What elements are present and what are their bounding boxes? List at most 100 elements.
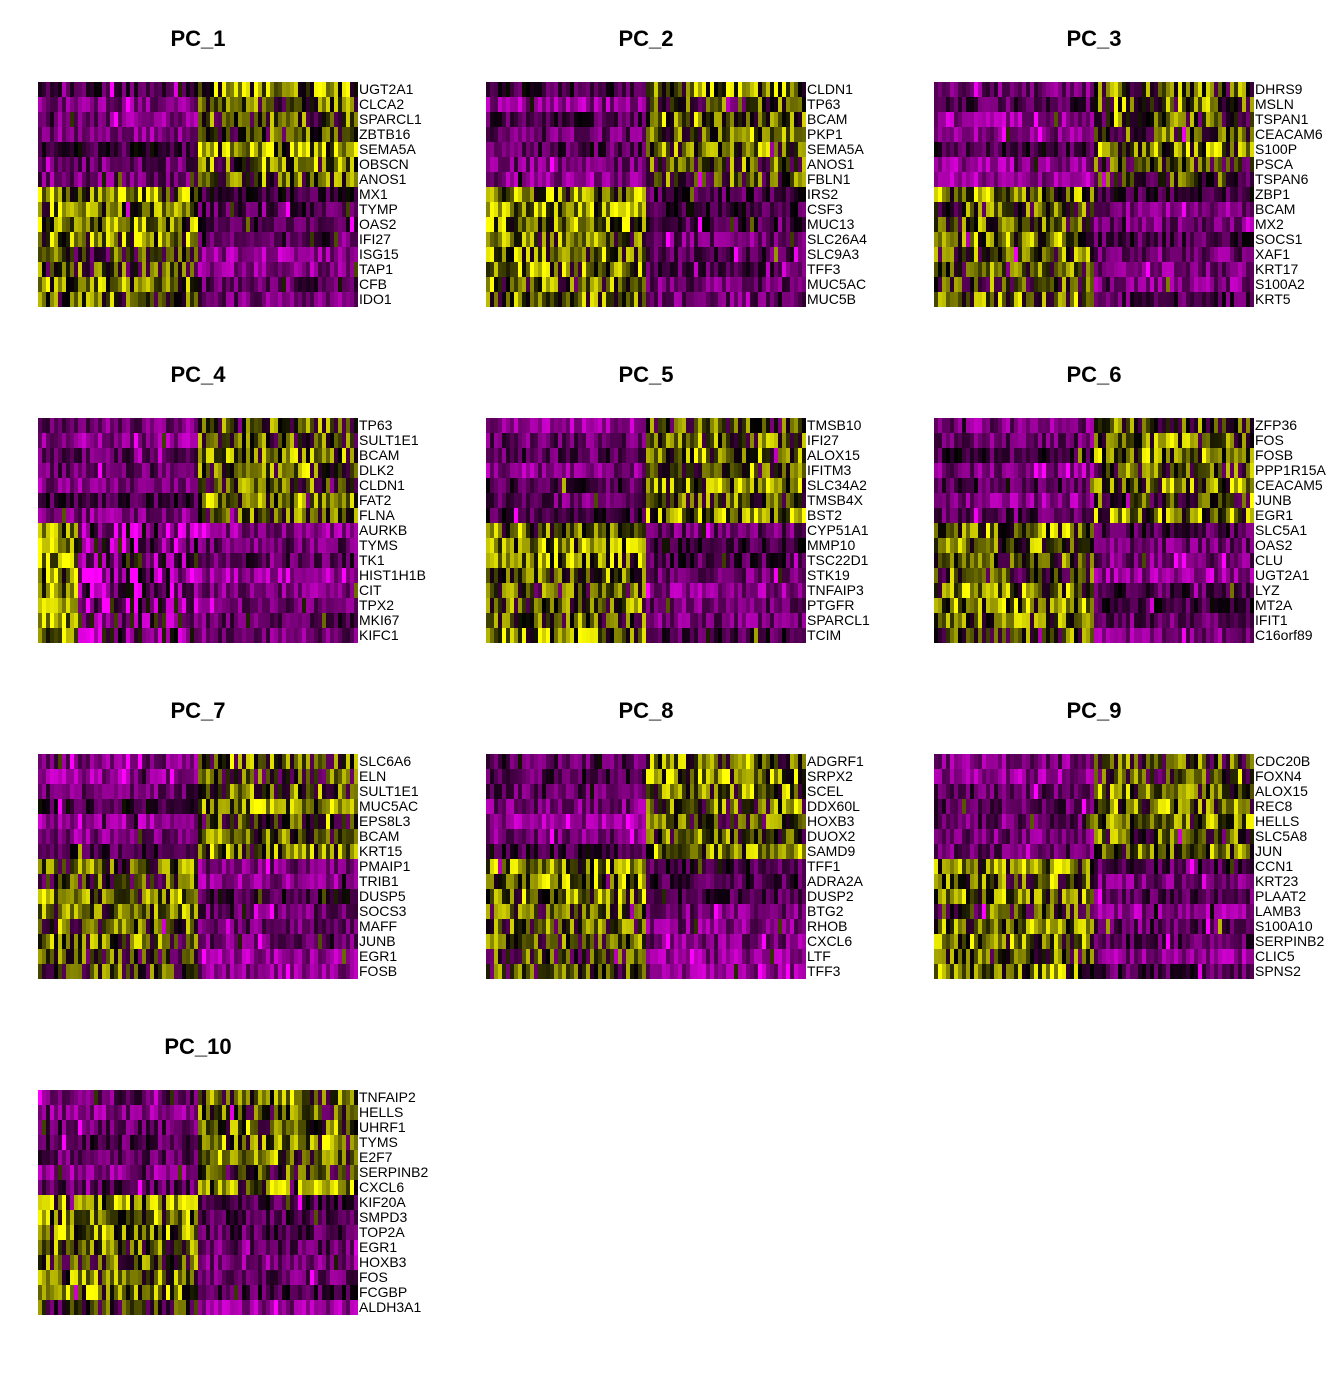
heatmap-cell [150, 232, 154, 247]
heatmap-cell [314, 448, 318, 463]
heatmap-cell [254, 262, 258, 277]
heatmap-cell [74, 628, 78, 643]
heatmap-cell [1014, 292, 1018, 307]
heatmap-cell [38, 157, 42, 172]
heatmap-cell [142, 433, 146, 448]
heatmap-cell [106, 127, 110, 142]
gene-label: UGT2A1 [359, 82, 422, 97]
heatmap-cell [306, 448, 310, 463]
heatmap-cell [1138, 142, 1142, 157]
heatmap-cell [290, 508, 294, 523]
heatmap-cell [674, 418, 678, 433]
heatmap-cell [270, 478, 274, 493]
heatmap-cell [1102, 292, 1106, 307]
heatmap-cell [350, 568, 354, 583]
heatmap-cell [758, 202, 762, 217]
heatmap-cell [1142, 172, 1146, 187]
heatmap-cell [206, 493, 210, 508]
heatmap-cell [198, 463, 202, 478]
heatmap-cell [122, 583, 126, 598]
heatmap-cell [1102, 232, 1106, 247]
heatmap-cell [1050, 277, 1054, 292]
heatmap-cell [258, 508, 262, 523]
heatmap-cell [170, 418, 174, 433]
heatmap-cell [1090, 127, 1094, 142]
heatmap-cell [54, 478, 58, 493]
heatmap-cell [1094, 262, 1098, 277]
heatmap-cell [570, 277, 574, 292]
heatmap-cell [1102, 262, 1106, 277]
heatmap-cell [538, 247, 542, 262]
heatmap-cell [322, 598, 326, 613]
heatmap-cell [54, 262, 58, 277]
heatmap-cell [78, 538, 82, 553]
heatmap-cell [554, 292, 558, 307]
heatmap-cell [634, 277, 638, 292]
heatmap-cell [1106, 262, 1110, 277]
heatmap-cell [590, 112, 594, 127]
heatmap-cell [222, 538, 226, 553]
heatmap-cell [534, 262, 538, 277]
heatmap-cell [1166, 172, 1170, 187]
heatmap-cell [318, 418, 322, 433]
heatmap-cell [38, 142, 42, 157]
heatmap-cell [594, 172, 598, 187]
heatmap-cell [314, 202, 318, 217]
heatmap-cell [962, 82, 966, 97]
heatmap-cell [954, 127, 958, 142]
heatmap-cell [314, 97, 318, 112]
heatmap-cell [1246, 157, 1250, 172]
heatmap-cell [322, 202, 326, 217]
heatmap-cell [202, 187, 206, 202]
heatmap-cell [126, 217, 130, 232]
heatmap-cell [246, 202, 250, 217]
heatmap-cell [286, 583, 290, 598]
heatmap-cell [294, 478, 298, 493]
heatmap-cell [730, 202, 734, 217]
heatmap-cell [518, 292, 522, 307]
heatmap-cell [1198, 262, 1202, 277]
heatmap-cell [198, 142, 202, 157]
heatmap-cell [334, 187, 338, 202]
heatmap-cell [1234, 82, 1238, 97]
heatmap-cell [706, 202, 710, 217]
heatmap-cell [122, 217, 126, 232]
heatmap-cell [70, 232, 74, 247]
heatmap-cell [626, 292, 630, 307]
heatmap-cell [614, 82, 618, 97]
heatmap-cell [134, 628, 138, 643]
heatmap-cell [174, 172, 178, 187]
heatmap-cell [154, 262, 158, 277]
heatmap-cell [1002, 202, 1006, 217]
heatmap-cell [978, 262, 982, 277]
heatmap-cell [1150, 82, 1154, 97]
heatmap-cell [186, 583, 190, 598]
heatmap-cell [186, 568, 190, 583]
heatmap-cell [278, 292, 282, 307]
heatmap-cell [642, 217, 646, 232]
heatmap-cell [266, 508, 270, 523]
heatmap-cell [938, 82, 942, 97]
heatmap-cell [1134, 262, 1138, 277]
heatmap-cell [206, 478, 210, 493]
heatmap-cell [94, 463, 98, 478]
heatmap-cell [186, 508, 190, 523]
heatmap-cell [1170, 157, 1174, 172]
heatmap-cell [42, 202, 46, 217]
heatmap-cell [570, 292, 574, 307]
heatmap-cell [1022, 157, 1026, 172]
heatmap-cell [246, 157, 250, 172]
heatmap-cell [1138, 202, 1142, 217]
heatmap-cell [294, 262, 298, 277]
heatmap-cell [590, 418, 594, 433]
heatmap-cell [334, 568, 338, 583]
heatmap-cell [1054, 277, 1058, 292]
gene-label: SLC26A4 [807, 232, 867, 247]
heatmap-cell [70, 142, 74, 157]
heatmap-cell [1102, 82, 1106, 97]
heatmap-cell [278, 277, 282, 292]
heatmap-cell [202, 478, 206, 493]
heatmap-cell [1094, 202, 1098, 217]
heatmap-cell [46, 292, 50, 307]
heatmap-cell [746, 217, 750, 232]
